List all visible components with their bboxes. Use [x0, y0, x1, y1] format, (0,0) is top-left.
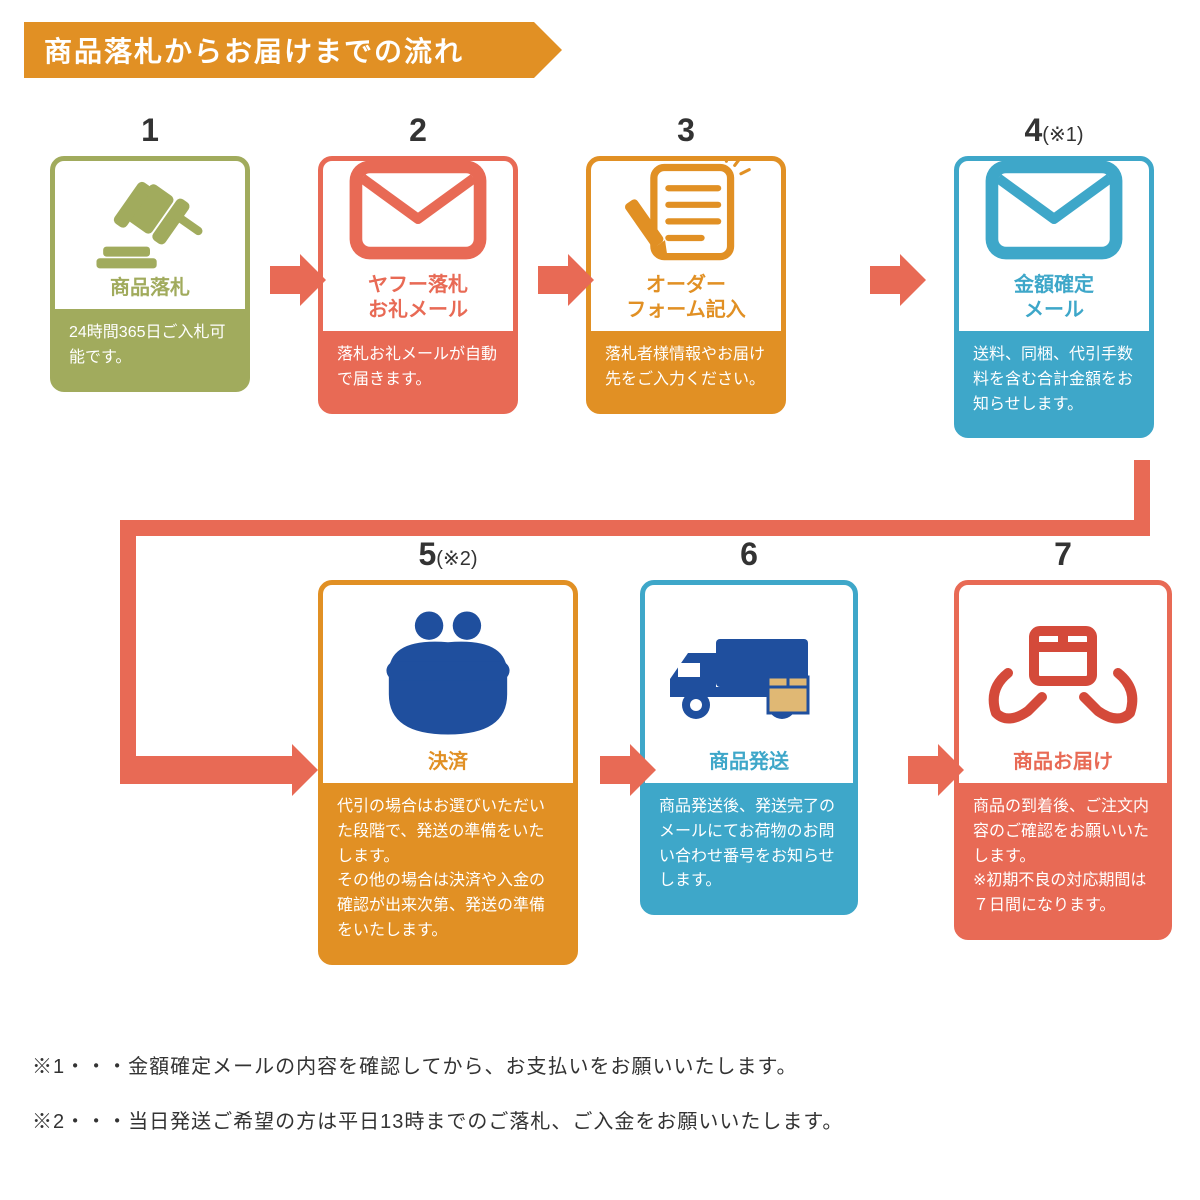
arrow-right-icon [900, 254, 926, 306]
header-banner: 商品落札からお届けまでの流れ [24, 22, 534, 78]
arrow-stem [600, 756, 630, 784]
footnotes: ※1・・・金額確定メールの内容を確認してから、お支払いをお願いいたします。 ※2… [32, 1050, 843, 1160]
arrow-right-icon [568, 254, 594, 306]
step-icon-area-6: 商品発送 [645, 585, 853, 783]
arrow-stem [538, 266, 568, 294]
arrow-right-icon [292, 744, 318, 796]
step-number-4: 4(※1) [954, 112, 1154, 149]
step-desc-1: 24時間365日ご入札可能です。 [55, 309, 245, 387]
step-number-5: 5(※2) [318, 536, 578, 573]
step-icon-area-4: 金額確定 メール [959, 161, 1149, 331]
step-title-7: 商品お届け [1013, 750, 1113, 775]
step-card-7: 商品お届け商品の到着後、ご注文内容のご確認をお願いいたします。 ※初期不良の対応… [954, 580, 1172, 940]
step-desc-2: 落札お礼メールが自動で届きます。 [323, 331, 513, 409]
step-number-3: 3 [586, 112, 786, 149]
step-title-5: 決済 [428, 750, 468, 775]
step-desc-7: 商品の到着後、ご注文内容のご確認をお願いいたします。 ※初期不良の対応期間は７日… [959, 783, 1167, 935]
step-desc-6: 商品発送後、発送完了のメールにてお荷物のお問い合わせ番号をお知らせします。 [645, 783, 853, 910]
step-number-6: 6 [640, 536, 858, 573]
mail-icon [333, 156, 503, 267]
step-title-6: 商品発送 [709, 750, 789, 775]
step-title-2: ヤフー落札 お礼メール [368, 273, 468, 323]
step-number-7: 7 [954, 536, 1172, 573]
step-icon-area-7: 商品お届け [959, 585, 1167, 783]
step-desc-4: 送料、同梱、代引手数料を含む合計金額をお知らせします。 [959, 331, 1149, 433]
arrow-right-icon [938, 744, 964, 796]
step-icon-area-3: オーダー フォーム記入 [591, 161, 781, 331]
step-title-3: オーダー フォーム記入 [626, 273, 745, 323]
arrow-stem [270, 266, 300, 294]
step-title-4: 金額確定 メール [1014, 273, 1094, 323]
step-card-6: 商品発送商品発送後、発送完了のメールにてお荷物のお問い合わせ番号をお知らせします… [640, 580, 858, 915]
step-card-4: 金額確定 メール送料、同梱、代引手数料を含む合計金額をお知らせします。 [954, 156, 1154, 438]
step-icon-area-2: ヤフー落札 お礼メール [323, 161, 513, 331]
footnote-1: ※1・・・金額確定メールの内容を確認してから、お支払いをお願いいたします。 [32, 1050, 843, 1079]
step-title-1: 商品落札 [110, 276, 190, 301]
step-card-5: 決済代引の場合はお選びいただいた段階で、発送の準備をいたします。 その他の場合は… [318, 580, 578, 965]
arrow-stem [870, 266, 900, 294]
step-card-3: オーダー フォーム記入落札者様情報やお届け先をご入力ください。 [586, 156, 786, 414]
step-number-1: 1 [50, 112, 250, 149]
receive-icon [978, 602, 1148, 744]
purse-icon [363, 602, 533, 744]
header-banner-text: 商品落札からお届けまでの流れ [44, 30, 464, 70]
gavel-icon [65, 178, 235, 270]
arrow-right-icon [300, 254, 326, 306]
step-desc-5: 代引の場合はお選びいただいた段階で、発送の準備をいたします。 その他の場合は決済… [323, 783, 573, 960]
mail-icon [969, 156, 1139, 267]
footnote-2: ※2・・・当日発送ご希望の方は平日13時までのご落札、ご入金をお願いいたします。 [32, 1105, 843, 1134]
form-icon [601, 156, 771, 267]
step-icon-area-1: 商品落札 [55, 161, 245, 309]
step-card-1: 商品落札 24時間365日ご入札可能です。 [50, 156, 250, 392]
arrow-stem [908, 756, 938, 784]
step-desc-3: 落札者様情報やお届け先をご入力ください。 [591, 331, 781, 409]
truck-icon [664, 602, 834, 744]
arrow-right-icon [630, 744, 656, 796]
step-icon-area-5: 決済 [323, 585, 573, 783]
step-card-2: ヤフー落札 お礼メール落札お礼メールが自動で届きます。 [318, 156, 518, 414]
step-number-2: 2 [318, 112, 518, 149]
